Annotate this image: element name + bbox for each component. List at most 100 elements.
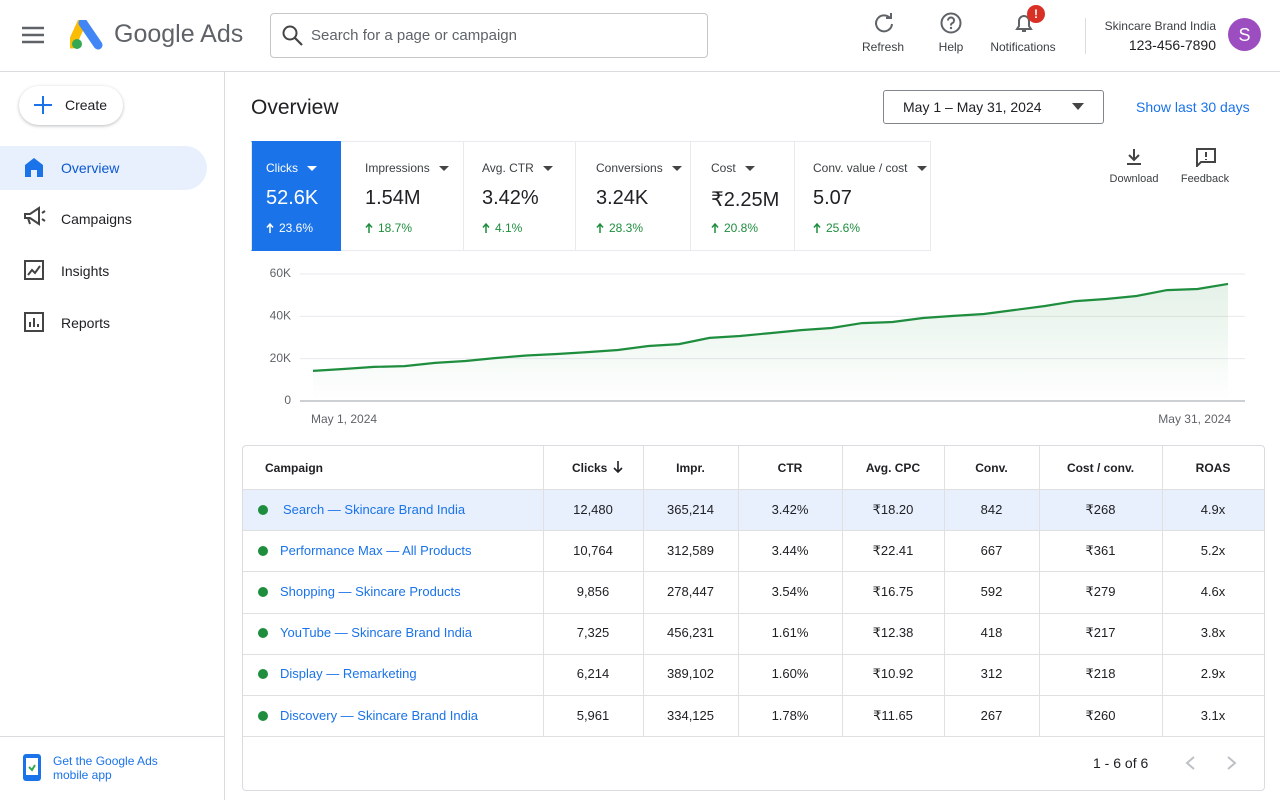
table-cell: 5,961 [576, 707, 610, 723]
table-cell: ₹18.20 [872, 501, 914, 517]
column-divider [944, 446, 945, 737]
column-header: ROAS [1195, 461, 1231, 475]
nav-item[interactable]: Overview [61, 160, 120, 176]
tool-label: Feedback [1180, 173, 1230, 185]
y-tick-label: 20K [270, 351, 291, 365]
download-icon[interactable] [1124, 147, 1144, 167]
table-cell: 312,589 [667, 542, 714, 558]
metric-change: 28.3% [609, 221, 644, 235]
metric-name: Cost [711, 161, 736, 175]
y-tick-label: 0 [284, 393, 291, 407]
metric-card[interactable] [576, 141, 691, 251]
table-cell: 3.1x [1200, 707, 1226, 723]
date-dropdown[interactable] [883, 90, 1104, 124]
mobile-app-link[interactable]: Get the Google Ads mobile app [53, 754, 158, 782]
table-cell: 4.9x [1200, 501, 1226, 517]
table-footer-line [243, 736, 1264, 738]
bell-icon[interactable] [1013, 12, 1035, 34]
table-cell: ₹22.41 [872, 542, 914, 558]
table-cell: 3.54% [771, 583, 809, 599]
table-cell: 3.44% [771, 542, 809, 558]
table-cell: 4.6x [1200, 583, 1226, 599]
table-row [243, 489, 1264, 530]
search-box[interactable] [270, 13, 708, 58]
help-icon[interactable] [940, 12, 962, 34]
table-cell: 3.8x [1200, 625, 1226, 641]
metric-card[interactable] [341, 141, 464, 251]
table-cell: 10,764 [573, 542, 613, 558]
column-divider [1039, 446, 1040, 737]
metric-value: 3.42% [482, 187, 539, 209]
table-cell: ₹217 [1085, 625, 1116, 641]
metric-card[interactable] [464, 141, 576, 251]
metric-dropdown[interactable] [439, 166, 449, 172]
tool-label: Download [1109, 173, 1159, 185]
table-row [243, 653, 1264, 695]
refresh-icon[interactable] [873, 12, 895, 34]
nav-item[interactable]: Reports [61, 315, 111, 331]
column-header: Clicks [572, 461, 608, 475]
sidebar [0, 72, 225, 800]
metric-value: 52.6K [266, 187, 319, 209]
status-dot [258, 669, 268, 680]
table-cell: ₹268 [1085, 501, 1116, 517]
account-name: Skincare Brand India [1104, 19, 1216, 33]
metric-dropdown[interactable] [672, 166, 682, 172]
campaign-link[interactable]: Shopping — Skincare Products [280, 583, 461, 599]
phone-icon [23, 754, 41, 781]
up-arrow [711, 223, 719, 233]
metric-name: Conv. value / cost [813, 161, 908, 175]
metric-card[interactable] [691, 141, 795, 251]
sort-arrow[interactable] [613, 461, 623, 473]
up-arrow [266, 223, 274, 233]
avatar[interactable] [1228, 18, 1261, 51]
prev-page[interactable] [1184, 755, 1196, 771]
create-label: Create [65, 97, 108, 113]
x-tick-label: May 31, 2024 [1158, 412, 1231, 426]
metric-dropdown[interactable] [543, 166, 553, 172]
table [242, 445, 1265, 791]
table-cell: 1.78% [771, 707, 809, 723]
next-page[interactable] [1226, 755, 1238, 771]
metric-dropdown[interactable] [307, 166, 317, 172]
campaign-link[interactable]: YouTube — Skincare Brand India [280, 625, 472, 641]
menu-icon[interactable] [22, 25, 44, 45]
metric-change: 18.7% [378, 221, 413, 235]
table-cell: ₹16.75 [872, 583, 914, 599]
table-cell: ₹12.38 [872, 625, 914, 641]
table-cell: 5.2x [1200, 542, 1226, 558]
table-row [243, 530, 1264, 572]
column-header: Conv. [975, 461, 1008, 475]
campaign-link[interactable]: Performance Max — All Products [280, 542, 472, 558]
campaign-link[interactable]: Discovery — Skincare Brand India [280, 707, 478, 723]
metric-name: Conversions [596, 161, 663, 175]
campaign-link[interactable]: Search — Skincare Brand India [283, 501, 466, 517]
table-cell: ₹260 [1085, 707, 1116, 723]
search-placeholder: Search for a page or campaign [311, 27, 517, 44]
campaign-link[interactable]: Display — Remarketing [280, 666, 417, 682]
metric-name: Clicks [266, 161, 298, 175]
metric-dropdown[interactable] [745, 166, 755, 172]
status-dot [258, 586, 268, 597]
status-dot [258, 545, 268, 556]
y-tick-label: 40K [270, 309, 291, 323]
table-row [243, 612, 1264, 654]
table-cell: 389,102 [667, 666, 714, 682]
metric-name: Avg. CTR [482, 161, 534, 175]
metric-dropdown[interactable] [917, 166, 927, 172]
nav-item[interactable]: Insights [61, 263, 110, 279]
up-arrow [596, 223, 604, 233]
header-divider [1085, 18, 1086, 54]
status-dot [258, 628, 268, 639]
feedback-icon[interactable] [1195, 147, 1217, 167]
metric-value: 5.07 [813, 187, 852, 209]
table-cell: 667 [980, 542, 1003, 558]
metric-card[interactable] [251, 141, 341, 251]
table-row [243, 571, 1264, 613]
nav-item[interactable]: Campaigns [61, 211, 132, 227]
table-cell: 842 [980, 501, 1003, 517]
up-arrow [813, 223, 821, 233]
metric-card[interactable] [795, 141, 931, 251]
show-last-link[interactable]: Show last 30 days [1136, 99, 1250, 115]
table-cell: ₹11.65 [873, 707, 913, 723]
